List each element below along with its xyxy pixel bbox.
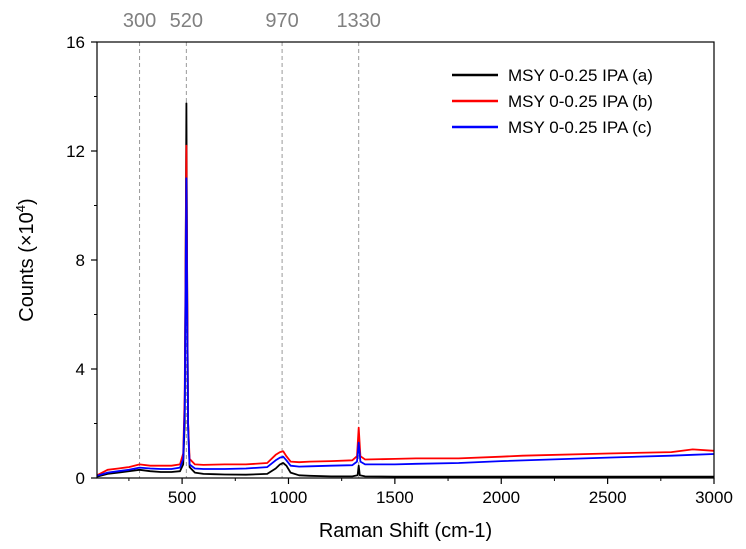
legend-label-b: MSY 0-0.25 IPA (b) xyxy=(508,92,653,111)
y-axis-title: Counts (×104) xyxy=(13,198,38,321)
y-axis-ticks: 0 4 8 12 16 xyxy=(66,33,97,488)
x-axis-ticks: 500 1000 1500 2000 2500 3000 xyxy=(128,478,733,507)
series-line-b xyxy=(96,144,715,477)
legend-label-a: MSY 0-0.25 IPA (a) xyxy=(508,66,653,85)
x-tick-label: 500 xyxy=(168,488,196,507)
y-tick-label: 8 xyxy=(76,251,85,270)
y-tick-label: 4 xyxy=(76,360,85,379)
y-tick-label: 0 xyxy=(76,469,85,488)
x-tick-label: 2000 xyxy=(482,488,520,507)
y-tick-label: 16 xyxy=(66,33,85,52)
y-axis-title-close: ) xyxy=(16,198,38,205)
peak-label-970: 970 xyxy=(265,10,298,32)
x-tick-label: 1500 xyxy=(376,488,414,507)
legend: MSY 0-0.25 IPA (a) MSY 0-0.25 IPA (b) MSY … xyxy=(452,66,653,137)
y-axis-title-main: Counts (×10 xyxy=(16,212,38,322)
y-axis-title-superscript: 4 xyxy=(13,205,28,212)
legend-label-c: MSY 0-0.25 IPA (c) xyxy=(508,118,652,137)
x-tick-label: 3000 xyxy=(695,488,733,507)
peak-label-1330: 1330 xyxy=(336,10,381,32)
peak-label-300: 300 xyxy=(123,10,156,32)
reference-lines xyxy=(139,42,360,478)
peak-labels: 300 520 970 1330 xyxy=(123,10,381,32)
x-axis-title: Raman Shift (cm-1) xyxy=(319,520,492,542)
series-line-a xyxy=(96,102,714,478)
series-layer xyxy=(96,102,715,478)
peak-label-520: 520 xyxy=(170,10,203,32)
x-tick-label: 2500 xyxy=(589,488,627,507)
series-line-c xyxy=(96,177,715,477)
y-tick-label: 12 xyxy=(66,142,85,161)
x-tick-label: 1000 xyxy=(270,488,308,507)
